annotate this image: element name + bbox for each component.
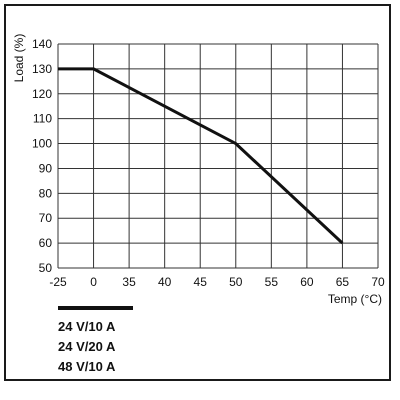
- y-tick-label: 80: [39, 186, 53, 200]
- tick-labels: -25 0 35 40 45 50 55 60 65 70 50 60 70 80 90 100 110 120 1…: [32, 37, 385, 289]
- y-tick-label: 60: [39, 236, 53, 250]
- y-tick-label: 140: [32, 37, 52, 51]
- y-tick-label: 90: [39, 161, 53, 175]
- series-line: [58, 67, 344, 245]
- x-tick-label: -25: [49, 275, 67, 289]
- x-tick-label: 55: [265, 275, 279, 289]
- y-tick-label: 110: [33, 112, 52, 126]
- y-tick-label: 130: [32, 62, 52, 76]
- series: [58, 67, 344, 245]
- y-tick-label: 120: [32, 87, 52, 101]
- x-tick-label: 0: [90, 275, 97, 289]
- y-tick-label: 100: [32, 137, 52, 151]
- x-tick-label: 70: [371, 275, 385, 289]
- y-tick-label: 50: [39, 261, 53, 275]
- chart-frame: [4, 4, 391, 381]
- legend-line: [58, 306, 133, 310]
- y-axis-label: Load (%): [12, 34, 26, 83]
- legend-entry: 48 V/10 A: [58, 359, 116, 374]
- x-tick-label: 50: [229, 275, 243, 289]
- x-tick-label: 35: [122, 275, 136, 289]
- legend-entry: 24 V/10 A: [58, 319, 116, 334]
- x-tick-label: 45: [194, 275, 208, 289]
- legend: 24 V/10 A 24 V/20 A 48 V/10 A: [58, 306, 138, 377]
- x-tick-label: 65: [336, 275, 350, 289]
- grid: [57, 43, 379, 269]
- x-axis-label: Temp (°C): [328, 292, 382, 306]
- x-tick-label: 40: [158, 275, 172, 289]
- x-tick-label: 60: [300, 275, 314, 289]
- y-tick-label: 70: [39, 211, 53, 225]
- legend-entry: 24 V/20 A: [58, 339, 116, 354]
